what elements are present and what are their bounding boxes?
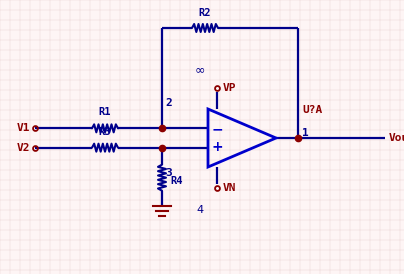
Text: V1: V1 bbox=[17, 123, 30, 133]
Text: 2: 2 bbox=[165, 98, 172, 108]
Text: R2: R2 bbox=[199, 8, 211, 18]
Text: ∞: ∞ bbox=[195, 64, 205, 76]
Text: VP: VP bbox=[223, 83, 236, 93]
Text: 3: 3 bbox=[165, 168, 172, 178]
Text: U?A: U?A bbox=[302, 105, 322, 115]
Text: +: + bbox=[211, 140, 223, 154]
Text: R3: R3 bbox=[99, 127, 111, 137]
Text: R4: R4 bbox=[170, 176, 183, 186]
Text: VN: VN bbox=[223, 183, 236, 193]
Text: V2: V2 bbox=[17, 143, 30, 153]
Text: R1: R1 bbox=[99, 107, 111, 117]
Text: 1: 1 bbox=[302, 128, 309, 138]
Text: −: − bbox=[211, 122, 223, 136]
Text: Vout: Vout bbox=[389, 133, 404, 143]
Text: 4: 4 bbox=[196, 205, 204, 215]
